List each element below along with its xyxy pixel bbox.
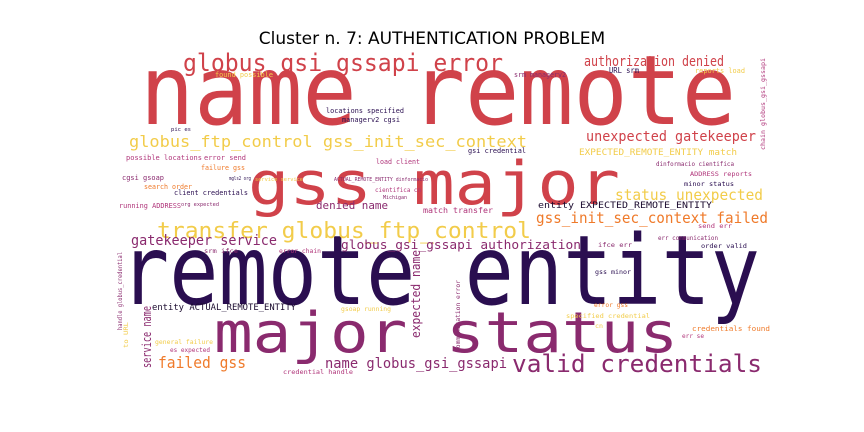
cloud-word: authorization denied — [584, 54, 724, 70]
cloud-word: gss_init_sec_context failed — [536, 209, 768, 227]
cloud-word: globus_ftp_control gss_init_sec_context — [129, 132, 527, 151]
cloud-word: srm managerv2 — [514, 71, 566, 79]
cloud-word: credentials found — [692, 325, 770, 333]
cloud-word: failed gss — [158, 353, 246, 372]
cloud-word: gss minor — [595, 269, 631, 276]
cloud-word: to URL — [123, 322, 130, 348]
cloud-word: URL srm — [609, 66, 639, 75]
cloud-word: es expected — [170, 347, 210, 354]
cloud-word: srm ifce — [204, 248, 238, 255]
cloud-word: denied name — [316, 199, 388, 212]
cloud-word: globus_gsi_gssapi error — [183, 49, 503, 77]
cloud-word: cientifica cn — [375, 187, 421, 194]
cloud-word: match transfer — [423, 206, 493, 215]
cloud-word: valid credentials — [512, 350, 762, 378]
cloud-word: cgsi gsoap — [122, 174, 164, 182]
cloud-word: client credentials — [174, 189, 248, 197]
cloud-word: search order — [144, 183, 192, 191]
cloud-word: handle globus_credential — [117, 252, 124, 330]
cloud-word: gsoap running — [341, 306, 391, 313]
cloud-word: name globus_gsi_gssapi — [325, 356, 507, 372]
cloud-word: order valid — [701, 243, 747, 250]
cloud-word: err communication — [658, 235, 718, 242]
cloud-word: service name — [140, 306, 154, 368]
cloud-word: entity ACTUAL_REMOTE_ENTITY — [152, 303, 297, 313]
cloud-word: Michigan — [383, 195, 407, 201]
cloud-word: chain globus_gsi_gssapi — [760, 58, 767, 150]
cloud-word: error chain — [279, 248, 321, 255]
cloud-word: ADDRESS reports — [690, 171, 752, 178]
cloud-word: transfer globus_ftp_control — [157, 219, 531, 244]
cloud-word: gss major — [248, 149, 620, 219]
cloud-word: managerv2 cgsi — [342, 116, 400, 124]
cloud-word: ifce err — [598, 242, 632, 249]
cloud-word: minor status — [684, 181, 734, 188]
cloud-word: expected name — [409, 250, 423, 338]
cloud-word: failure gss — [201, 164, 245, 172]
cloud-word: credential handle — [283, 369, 353, 376]
cloud-word: general failure — [155, 339, 213, 346]
cloud-word: err se — [682, 333, 704, 340]
cloud-word: org expected — [181, 202, 219, 208]
cloud-word: mgls2 org — [229, 176, 251, 182]
cloud-word: name remote — [140, 35, 736, 147]
cloud-word: major status — [214, 301, 678, 366]
cloud-word: reports load — [695, 67, 745, 75]
cloud-word: service service — [255, 177, 303, 183]
cloud-word: load client — [376, 158, 420, 166]
cloud-word: cn — [595, 323, 603, 330]
cloud-word: possible locations — [126, 154, 202, 162]
cloud-word: found possible — [215, 71, 273, 79]
cloud-word: communication error — [455, 280, 462, 352]
cloud-word: dinformacio cientifica — [656, 161, 734, 168]
cloud-word: status unexpected — [615, 186, 763, 204]
cloud-word: send err — [698, 223, 732, 230]
cloud-word: specified credential — [566, 313, 650, 320]
cloud-word: globus_gsi_gssapi authorization — [341, 238, 581, 252]
figure-title: Cluster n. 7: AUTHENTICATION PROBLEM — [258, 29, 606, 49]
cloud-word: ACTUAL_REMOTE_ENTITY dinformacio — [334, 177, 428, 183]
cloud-word: pic es — [171, 127, 191, 133]
cloud-word: error send — [204, 154, 246, 162]
cloud-word: error gss — [594, 302, 628, 309]
cloud-word: running ADDRESS — [119, 202, 181, 210]
cloud-word: locations specified — [326, 107, 404, 115]
cloud-word: unexpected gatekeeper — [586, 129, 756, 145]
cloud-word: gatekeeper service — [131, 233, 277, 249]
cloud-word: entity EXPECTED_REMOTE_ENTITY — [538, 201, 713, 211]
cloud-word: gsi credential — [468, 147, 526, 155]
cloud-word: remote entity — [120, 215, 760, 327]
cloud-word: EXPECTED_REMOTE_ENTITY match — [579, 148, 737, 158]
